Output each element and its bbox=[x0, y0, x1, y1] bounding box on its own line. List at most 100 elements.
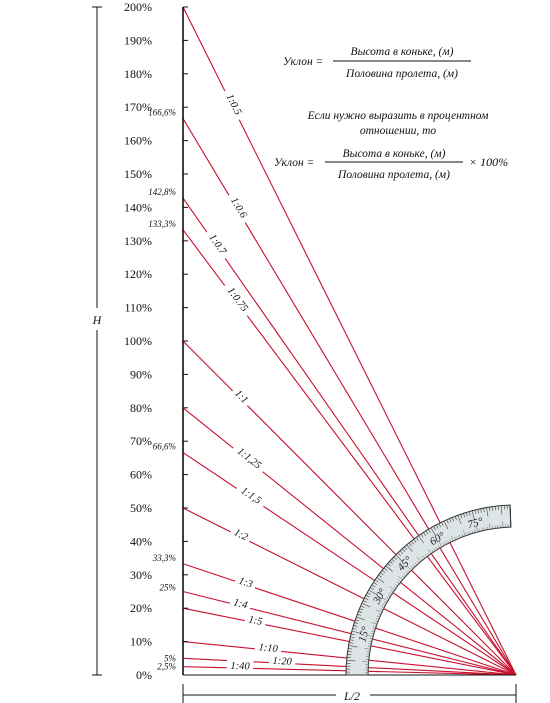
protractor-inner-tick bbox=[502, 521, 504, 528]
tick-label-180: 180% bbox=[124, 67, 152, 81]
protractor-inner-tick bbox=[438, 545, 440, 549]
ratio-label-1-4: 1:4 bbox=[232, 597, 249, 611]
protractor-tick bbox=[367, 592, 371, 595]
ratio-label-bg bbox=[222, 280, 254, 318]
protractor-inner-tick bbox=[371, 630, 375, 632]
protractor-tick bbox=[452, 517, 455, 522]
ratio-label-1-10: 1:10 bbox=[258, 642, 279, 655]
protractor-inner-tick bbox=[406, 565, 412, 571]
protractor-tick bbox=[408, 542, 412, 547]
protractor-inner-tick bbox=[386, 597, 390, 599]
ratio-label-bg bbox=[244, 612, 267, 628]
protractor-tick bbox=[371, 584, 376, 588]
protractor-inner-tick bbox=[459, 534, 461, 538]
protractor-tick bbox=[354, 622, 359, 624]
protractor-inner-tick bbox=[442, 542, 445, 546]
protractor-tick bbox=[395, 554, 403, 562]
protractor-inner-tick bbox=[414, 562, 418, 566]
protractor-tick bbox=[368, 589, 377, 595]
protractor-tick bbox=[420, 533, 424, 538]
tick-label-50: 50% bbox=[130, 501, 152, 515]
protractor-tick bbox=[348, 645, 358, 648]
protractor-tick bbox=[383, 567, 388, 571]
protractor-tick bbox=[351, 630, 361, 634]
protractor-inner-tick bbox=[373, 625, 377, 628]
tick-label-0: 0% bbox=[136, 668, 152, 682]
protractor-tick bbox=[486, 507, 489, 517]
ratio-label-bg bbox=[204, 227, 232, 261]
protractor-inner-tick bbox=[410, 566, 414, 569]
protractor-tick bbox=[357, 613, 362, 616]
protractor-tick bbox=[483, 508, 485, 513]
protractor-label-15: 15° bbox=[357, 625, 373, 644]
protractor-inner-tick bbox=[469, 531, 471, 535]
protractor-band bbox=[345, 504, 512, 676]
protractor-tick bbox=[355, 619, 360, 622]
ratio-label-1-3: 1:3 bbox=[237, 576, 254, 591]
tick-label-80: 80% bbox=[130, 401, 152, 415]
protractor-tick bbox=[353, 625, 358, 627]
tick-label-20: 20% bbox=[130, 601, 152, 615]
tick-label-40: 40% bbox=[130, 534, 152, 548]
ratio-label-bg bbox=[222, 87, 247, 121]
protractor-inner-tick bbox=[397, 575, 403, 581]
protractor-inner-tick bbox=[362, 661, 369, 663]
protractor-tick bbox=[349, 639, 354, 641]
formula-numerator-2: Высота в коньке, (м) bbox=[343, 148, 446, 160]
protractor: 15°30°45°60°75° bbox=[345, 504, 512, 676]
protractor-tick bbox=[347, 651, 352, 653]
protractor-inner-tick bbox=[427, 552, 430, 556]
protractor-inner-tick bbox=[412, 564, 416, 567]
protractor-inner-tick bbox=[484, 527, 486, 531]
protractor-inner-tick bbox=[376, 609, 382, 613]
protractor-inner-tick bbox=[383, 601, 387, 604]
protractor-tick bbox=[404, 546, 408, 550]
protractor-tick bbox=[423, 532, 426, 536]
protractor-tick bbox=[492, 506, 494, 511]
tick-label-100: 100% bbox=[124, 334, 152, 348]
protractor-tick bbox=[430, 527, 436, 536]
ratio-label-1-1-25: 1:1,25 bbox=[235, 446, 263, 472]
protractor-inner-tick bbox=[374, 620, 378, 623]
protractor-tick bbox=[350, 636, 355, 638]
protractor-tick bbox=[391, 558, 395, 563]
protractor-inner-tick bbox=[444, 541, 447, 545]
ratio-label-bg bbox=[234, 573, 258, 591]
protractor-tick bbox=[435, 524, 439, 529]
ratio-label-bg bbox=[226, 659, 254, 672]
protractor-tick bbox=[415, 537, 419, 541]
protractor-inner-tick bbox=[382, 603, 386, 606]
protractor-inner-tick bbox=[382, 597, 388, 602]
ratio-label-bg bbox=[268, 654, 296, 667]
protractor-tick bbox=[364, 597, 369, 600]
protractor-tick bbox=[463, 513, 465, 518]
protractor-inner-tick bbox=[435, 546, 438, 550]
ratio-label-1-0-75: 1:0.75 bbox=[225, 286, 250, 314]
ratio-label-1-5: 1:5 bbox=[247, 614, 263, 628]
protractor-tick bbox=[348, 648, 353, 650]
formula-note-line1: Если нужно выразить в процентном bbox=[307, 110, 490, 122]
protractor-tick bbox=[406, 544, 413, 552]
protractor-inner-tick bbox=[390, 590, 394, 593]
protractor-inner-tick bbox=[449, 539, 452, 543]
protractor-tick bbox=[480, 508, 482, 513]
protractor-tick bbox=[428, 529, 431, 533]
extra-tick-label-133-3: 133,3% bbox=[148, 219, 176, 229]
protractor-tick bbox=[359, 608, 364, 611]
protractor-inner-tick bbox=[389, 586, 395, 591]
protractor-inner-tick bbox=[466, 532, 469, 536]
protractor-tick bbox=[374, 579, 379, 583]
protractor-inner-tick bbox=[450, 535, 454, 541]
ratio-label-bg bbox=[226, 190, 253, 225]
protractor-inner-tick bbox=[424, 554, 428, 557]
protractor-inner-tick bbox=[367, 634, 374, 637]
protractor-inner-tick bbox=[372, 628, 376, 630]
tick-label-60: 60% bbox=[130, 468, 152, 482]
protractor-inner-tick bbox=[438, 541, 443, 547]
formula-block: Уклон = Высота в коньке, (м) Половина пр… bbox=[274, 46, 508, 181]
h-dimension: H bbox=[88, 6, 106, 676]
protractor-inner-tick bbox=[370, 633, 374, 635]
extra-ticks: 2,5%5% 25% 33,3% 66,6% 133,3% 142,8% 166,6% bbox=[148, 108, 176, 672]
ratio-label-bg bbox=[229, 595, 253, 612]
